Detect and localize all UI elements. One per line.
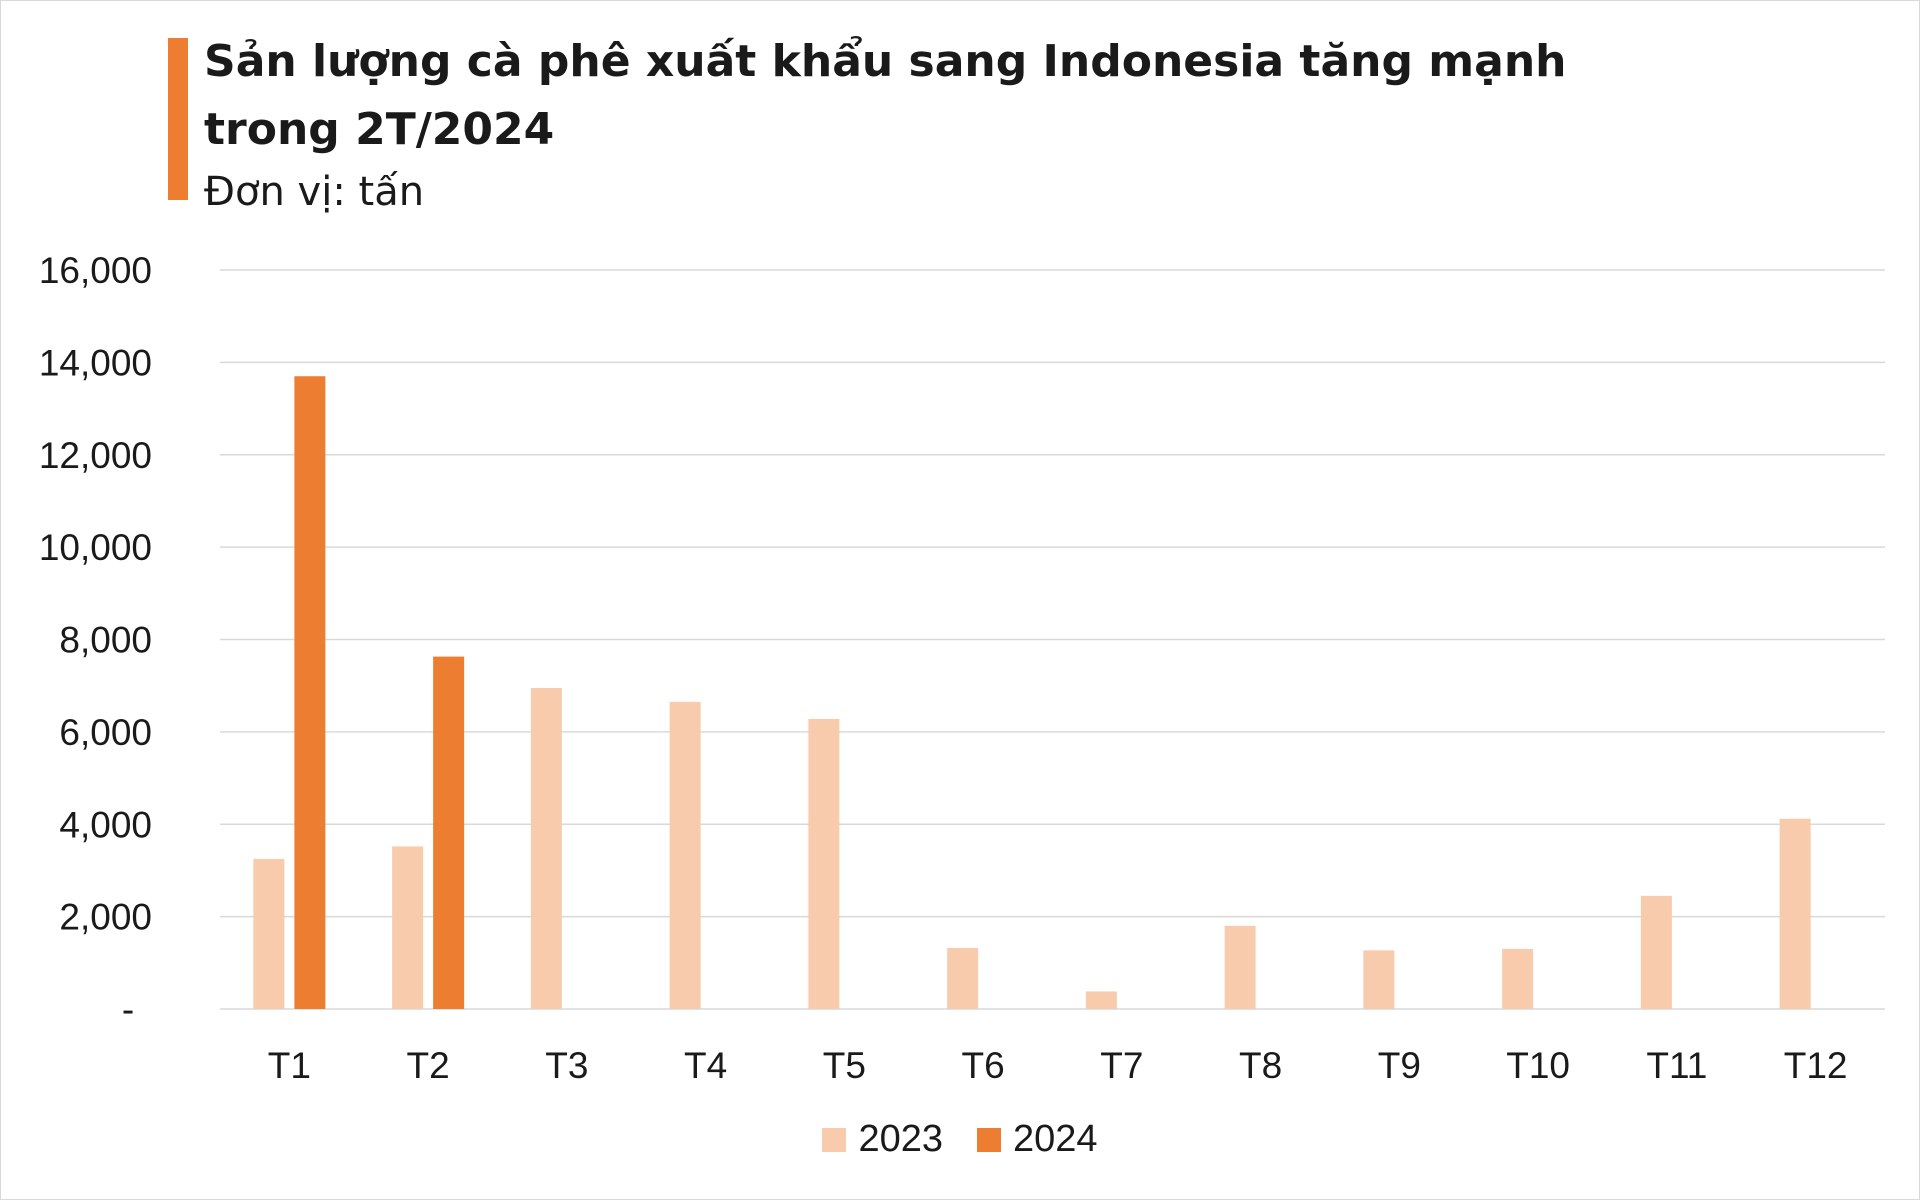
- legend-label-2024: 2024: [1013, 1118, 1098, 1160]
- chart-title: Sản lượng cà phê xuất khẩu sang Indonesi…: [204, 36, 1567, 155]
- bar-2023-T7: [1085, 991, 1117, 1009]
- bar-2023-T11: [1640, 895, 1672, 1009]
- bar-2023-T2: [392, 846, 424, 1009]
- bar-2023-T5: [808, 718, 840, 1009]
- chart-legend: 2023 2024: [0, 1118, 1920, 1161]
- x-tick-label: T5: [823, 1045, 866, 1086]
- x-tick-label: T4: [684, 1045, 727, 1086]
- y-tick-label: 6,000: [59, 712, 152, 753]
- x-tick-label: T9: [1378, 1045, 1421, 1086]
- legend-swatch-2024: [977, 1127, 1001, 1152]
- legend-item-2023: 2023: [822, 1118, 943, 1161]
- x-tick-label: T7: [1100, 1045, 1143, 1086]
- y-tick-label: 12,000: [39, 435, 152, 476]
- title-accent-bar: [168, 38, 188, 200]
- y-tick-label: 10,000: [39, 527, 152, 568]
- bar-2023-T10: [1502, 948, 1534, 1009]
- x-tick-label: T3: [545, 1045, 588, 1086]
- legend-label-2023: 2023: [858, 1118, 943, 1160]
- legend-swatch-2023: [822, 1127, 847, 1152]
- y-tick-label: 4,000: [59, 804, 152, 845]
- bar-2023-T8: [1224, 925, 1256, 1009]
- bar-2024-T1: [294, 376, 326, 1009]
- x-tick-label: T2: [407, 1045, 450, 1086]
- x-tick-label: T6: [962, 1045, 1005, 1086]
- x-tick-label: T11: [1646, 1045, 1707, 1086]
- bar-2023-T3: [530, 687, 562, 1009]
- bar-2024-T2: [433, 656, 465, 1009]
- y-tick-label: -: [122, 989, 134, 1030]
- y-tick-label: 8,000: [59, 620, 152, 661]
- legend-item-2024: 2024: [977, 1118, 1098, 1161]
- y-tick-label: 14,000: [39, 342, 152, 383]
- bar-2023-T9: [1363, 950, 1395, 1009]
- chart-subtitle: Đơn vị: tấn: [204, 169, 425, 215]
- bar-2023-T1: [253, 858, 285, 1009]
- x-tick-label: T1: [268, 1045, 311, 1086]
- bar-2023-T4: [669, 701, 701, 1009]
- y-tick-label: 2,000: [59, 897, 152, 938]
- x-tick-label: T10: [1506, 1045, 1570, 1086]
- x-tick-label: T8: [1239, 1045, 1282, 1086]
- bar-2023-T12: [1779, 818, 1811, 1009]
- y-tick-label: 16,000: [39, 250, 152, 291]
- bar-2023-T6: [947, 948, 979, 1009]
- x-tick-label: T12: [1784, 1045, 1848, 1086]
